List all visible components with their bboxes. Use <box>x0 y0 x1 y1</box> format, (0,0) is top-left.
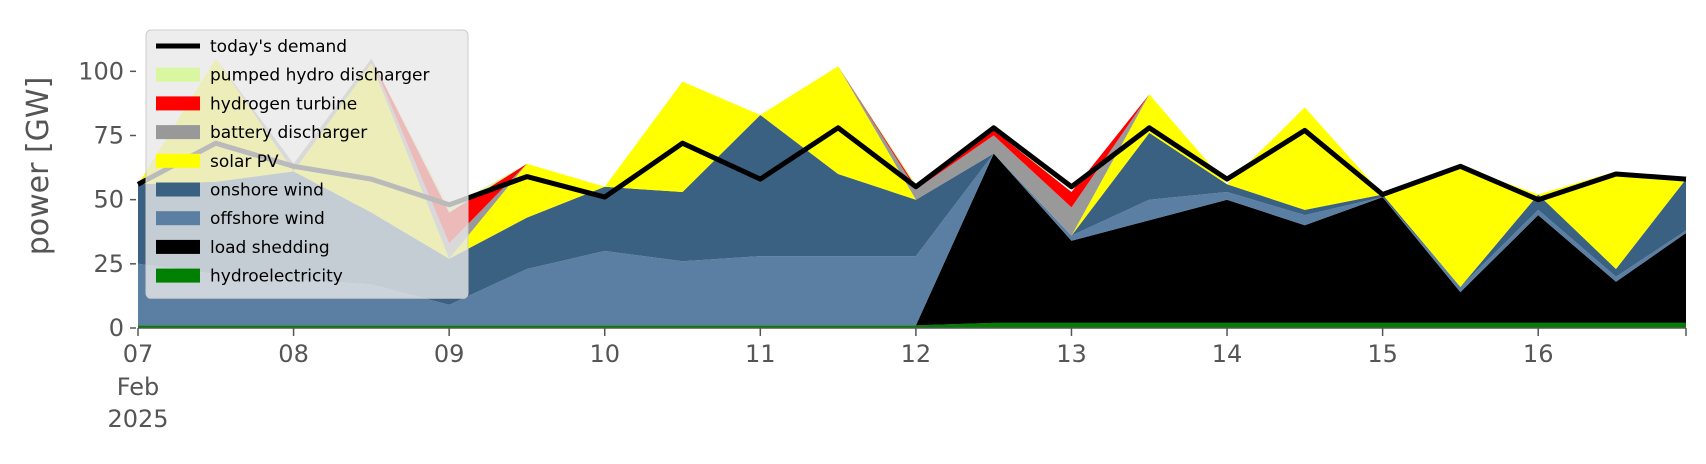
y-tick-label: 0 <box>109 314 124 342</box>
x-tick-label: 08 <box>278 340 309 368</box>
x-tick-label: 16 <box>1523 340 1554 368</box>
x-tick-sublabel: Feb <box>117 373 160 401</box>
x-tick-label: 14 <box>1212 340 1243 368</box>
legend-swatch-battery-discharger <box>156 125 200 140</box>
y-axis-label: power [GW] <box>21 77 56 256</box>
y-tick-label: 50 <box>93 186 124 214</box>
area-offshore-wind <box>138 153 1686 326</box>
legend-swatch-offshore-wind <box>156 211 200 226</box>
legend-swatch-onshore-wind <box>156 182 200 197</box>
area-series-group <box>138 58 1686 328</box>
y-tick-label: 75 <box>93 122 124 150</box>
legend-swatch-load-shedding <box>156 239 200 254</box>
legend-label-battery-discharger: battery discharger <box>210 123 367 143</box>
legend-label-pumped-hydro-discharger: pumped hydro discharger <box>210 66 429 86</box>
x-tick-sublabel: 2025 <box>107 405 168 433</box>
legend-label-load-shedding: load shedding <box>210 238 330 258</box>
y-tick-label: 25 <box>93 250 124 278</box>
legend-swatch-solar-pv <box>156 153 200 168</box>
legend-label-hydrogen-turbine: hydrogen turbine <box>210 94 357 114</box>
legend-label-onshore-wind: onshore wind <box>210 181 324 201</box>
x-tick-label: 07 <box>123 340 154 368</box>
y-tick-label: 100 <box>78 57 124 85</box>
x-tick-label: 15 <box>1367 340 1398 368</box>
legend-box <box>145 29 469 299</box>
legend-label-hydroelectricity: hydroelectricity <box>210 267 343 287</box>
axes-group: 0 25 50 75 100 07 Feb 2025 08 09 10 11 12 13 14 15 16 pow… <box>21 57 1687 433</box>
legend-label-solar-pv: solar PV <box>210 152 279 172</box>
x-tick-label: 11 <box>745 340 776 368</box>
legend-label-offshore-wind: offshore wind <box>210 209 325 229</box>
legend-label-today-s-demand: today's demand <box>210 37 347 57</box>
x-tick-label: 13 <box>1056 340 1087 368</box>
area-onshore-wind <box>138 115 1686 305</box>
legend: today's demand pumped hydro discharger hyd… <box>145 29 469 299</box>
legend-swatch-hydrogen-turbine <box>156 96 200 111</box>
legend-swatch-hydroelectricity <box>156 268 200 283</box>
area-solar-pv <box>138 58 1686 287</box>
legend-swatch-pumped-hydro-discharger <box>156 67 200 82</box>
area-load-shedding <box>138 153 1686 326</box>
x-tick-label: 09 <box>434 340 465 368</box>
x-tick-label: 10 <box>589 340 620 368</box>
area-hydroelectricity <box>138 322 1686 328</box>
x-tick-label: 12 <box>901 340 932 368</box>
